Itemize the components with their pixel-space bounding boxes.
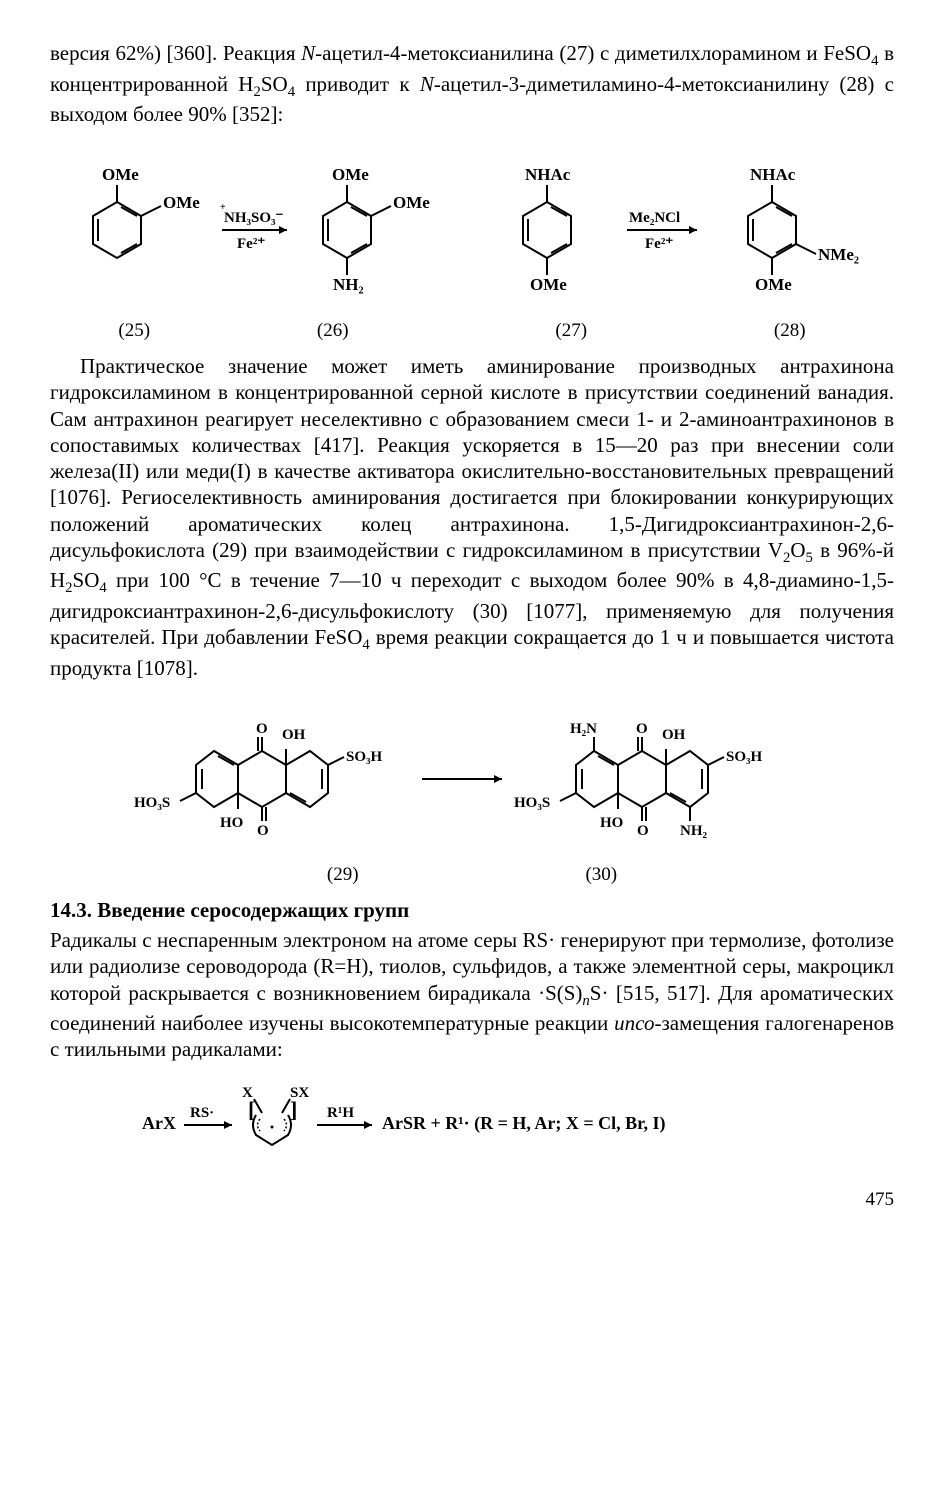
label-nh2: NH₂ <box>680 823 708 839</box>
section-title: 14.3. Введение серосодержащих групп <box>50 897 894 923</box>
reaction-scheme-1: OMe OMe + NH₃SO₃⁻ Fe²⁺ OMe OMe NH₂ <box>50 145 894 343</box>
compound-label-29: (29) <box>327 863 359 887</box>
label-ho3s: HO₃S <box>514 795 550 811</box>
compound-label-26: (26) <box>317 319 349 343</box>
text: Практическое значение может иметь аминир… <box>50 354 894 562</box>
reaction-equation: ArX RS· X SX [ ] R¹H ArSR + R¹· (R = H, … <box>50 1077 894 1169</box>
scheme1-svg: OMe OMe + NH₃SO₃⁻ Fe²⁺ OMe OMe NH₂ <box>62 145 882 315</box>
svg-text:]: ] <box>290 1097 297 1122</box>
text: O <box>790 538 805 562</box>
italic-N: N <box>420 72 434 96</box>
eq-right: ArSR + R¹· (R = H, Ar; X = Cl, Br, I) <box>382 1113 666 1134</box>
label-o: O <box>637 823 649 839</box>
label-ome: OMe <box>393 193 430 212</box>
label-nhac: NHAc <box>750 165 796 184</box>
label-ome: OMe <box>163 193 200 212</box>
scheme2-svg: O O OH SO₃H HO₃S HO <box>122 699 822 859</box>
text: -ацетил-4-метоксианилина (27) с диметилх… <box>315 41 871 65</box>
label-ome: OMe <box>102 165 139 184</box>
text: SO <box>261 72 288 96</box>
label-nme2: NMe₂ <box>818 245 859 264</box>
sub: 2 <box>65 581 72 597</box>
compound-label-28: (28) <box>774 319 806 343</box>
label-ome: OMe <box>332 165 369 184</box>
eq-r1h: R¹H <box>327 1105 354 1121</box>
label-so3h: SO₃H <box>726 749 763 765</box>
label-o: O <box>636 721 648 737</box>
sub-n: n <box>582 993 589 1009</box>
paragraph-1: версия 62%) [360]. Реакция N-ацетил-4-ме… <box>50 40 894 127</box>
label-ome: OMe <box>755 275 792 294</box>
compound-label-30: (30) <box>585 863 617 887</box>
sub: 4 <box>362 637 369 653</box>
reagent1: NH₃SO₃⁻ <box>224 210 284 226</box>
text: SO <box>73 568 100 592</box>
page-number: 475 <box>50 1188 894 1212</box>
label-h2n: H₂N <box>570 721 597 737</box>
label-oh: OH <box>282 727 306 743</box>
label-ho: HO <box>600 815 623 831</box>
reaction-scheme-2: O O OH SO₃H HO₃S HO <box>50 699 894 887</box>
sub: 4 <box>99 581 106 597</box>
svg-text:[: [ <box>248 1097 255 1122</box>
text: версия 62%) [360]. Реакция <box>50 41 301 65</box>
compound-label-25: (25) <box>118 319 150 343</box>
italic-ipso: ипсо <box>614 1011 654 1035</box>
sub: 2 <box>253 84 260 100</box>
text: приводит к <box>295 72 420 96</box>
label-o: O <box>256 721 268 737</box>
label-nh2: NH₂ <box>333 275 364 294</box>
label-ome: OMe <box>530 275 567 294</box>
label-so3h: SO₃H <box>346 749 383 765</box>
reagent1-bot: Fe²⁺ <box>237 236 265 252</box>
paragraph-2: Практическое значение может иметь аминир… <box>50 353 894 681</box>
reagent2-bot: Fe²⁺ <box>645 236 673 252</box>
eq-arx: ArX <box>142 1113 176 1133</box>
sub: 5 <box>806 550 813 566</box>
label-oh: OH <box>662 727 686 743</box>
eq-rs: RS· <box>190 1105 214 1121</box>
label-ho3s: HO₃S <box>134 795 170 811</box>
reagent2: Me₂NCl <box>629 210 680 226</box>
paragraph-3: Радикалы с неспаренным электроном на ато… <box>50 927 894 1063</box>
label-ho: HO <box>220 815 243 831</box>
compound-label-27: (27) <box>555 319 587 343</box>
sub: 4 <box>288 84 295 100</box>
eq-svg: ArX RS· X SX [ ] R¹H ArSR + R¹· (R = H, … <box>122 1077 822 1162</box>
label-nhac: NHAc <box>525 165 571 184</box>
label-o: O <box>257 823 269 839</box>
italic-N: N <box>301 41 315 65</box>
